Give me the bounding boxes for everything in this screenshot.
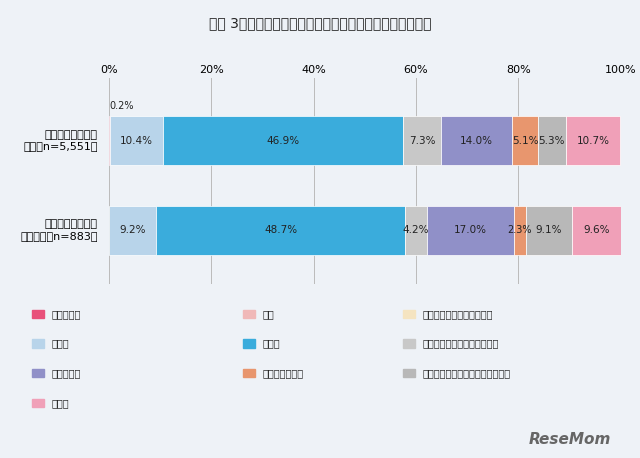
- Bar: [538, 116, 566, 165]
- Text: 46.9%: 46.9%: [267, 136, 300, 146]
- Bar: [403, 116, 440, 165]
- Bar: [109, 206, 156, 255]
- Bar: [440, 116, 512, 165]
- Text: 鉱業，採石業，砂利採取業: 鉱業，採石業，砂利採取業: [422, 309, 493, 319]
- Text: 5.1%: 5.1%: [512, 136, 539, 146]
- Bar: [572, 206, 621, 255]
- Text: その他: その他: [51, 398, 69, 408]
- Text: 7.3%: 7.3%: [408, 136, 435, 146]
- Text: 農業，林業: 農業，林業: [51, 309, 81, 319]
- Text: 4.2%: 4.2%: [403, 225, 429, 235]
- Text: 2.3%: 2.3%: [508, 225, 532, 235]
- Text: 情報通信業: 情報通信業: [51, 368, 81, 378]
- Text: 電気・ガス・熱供給・水道業: 電気・ガス・熱供給・水道業: [422, 338, 499, 349]
- Text: ReseMom: ReseMom: [529, 431, 611, 447]
- Text: 学術研究，専門・技術サービス業: 学術研究，専門・技術サービス業: [422, 368, 511, 378]
- Text: 建設業: 建設業: [51, 338, 69, 349]
- Bar: [405, 206, 427, 255]
- Text: 14.0%: 14.0%: [460, 136, 493, 146]
- Text: 製造業: 製造業: [262, 338, 280, 349]
- Text: 5.3%: 5.3%: [539, 136, 565, 146]
- Text: 図表 3　（参考）本科・専攻科卒業生の就職先企業の業種: 図表 3 （参考）本科・専攻科卒業生の就職先企業の業種: [209, 16, 431, 30]
- Bar: [110, 116, 163, 165]
- Text: 10.7%: 10.7%: [577, 136, 609, 146]
- Text: 9.1%: 9.1%: [536, 225, 562, 235]
- Bar: [427, 206, 514, 255]
- Text: 10.4%: 10.4%: [120, 136, 153, 146]
- Text: 漁業: 漁業: [262, 309, 274, 319]
- Text: 9.6%: 9.6%: [584, 225, 610, 235]
- Bar: [156, 206, 405, 255]
- Text: 9.2%: 9.2%: [119, 225, 146, 235]
- Text: 0.2%: 0.2%: [110, 102, 134, 111]
- Text: 運輸業，郵便業: 運輸業，郵便業: [262, 368, 303, 378]
- Text: 48.7%: 48.7%: [264, 225, 297, 235]
- Bar: [163, 116, 403, 165]
- Text: 17.0%: 17.0%: [454, 225, 487, 235]
- Bar: [566, 116, 620, 165]
- Bar: [525, 206, 572, 255]
- Bar: [514, 206, 525, 255]
- Bar: [512, 116, 538, 165]
- Bar: [109, 116, 110, 165]
